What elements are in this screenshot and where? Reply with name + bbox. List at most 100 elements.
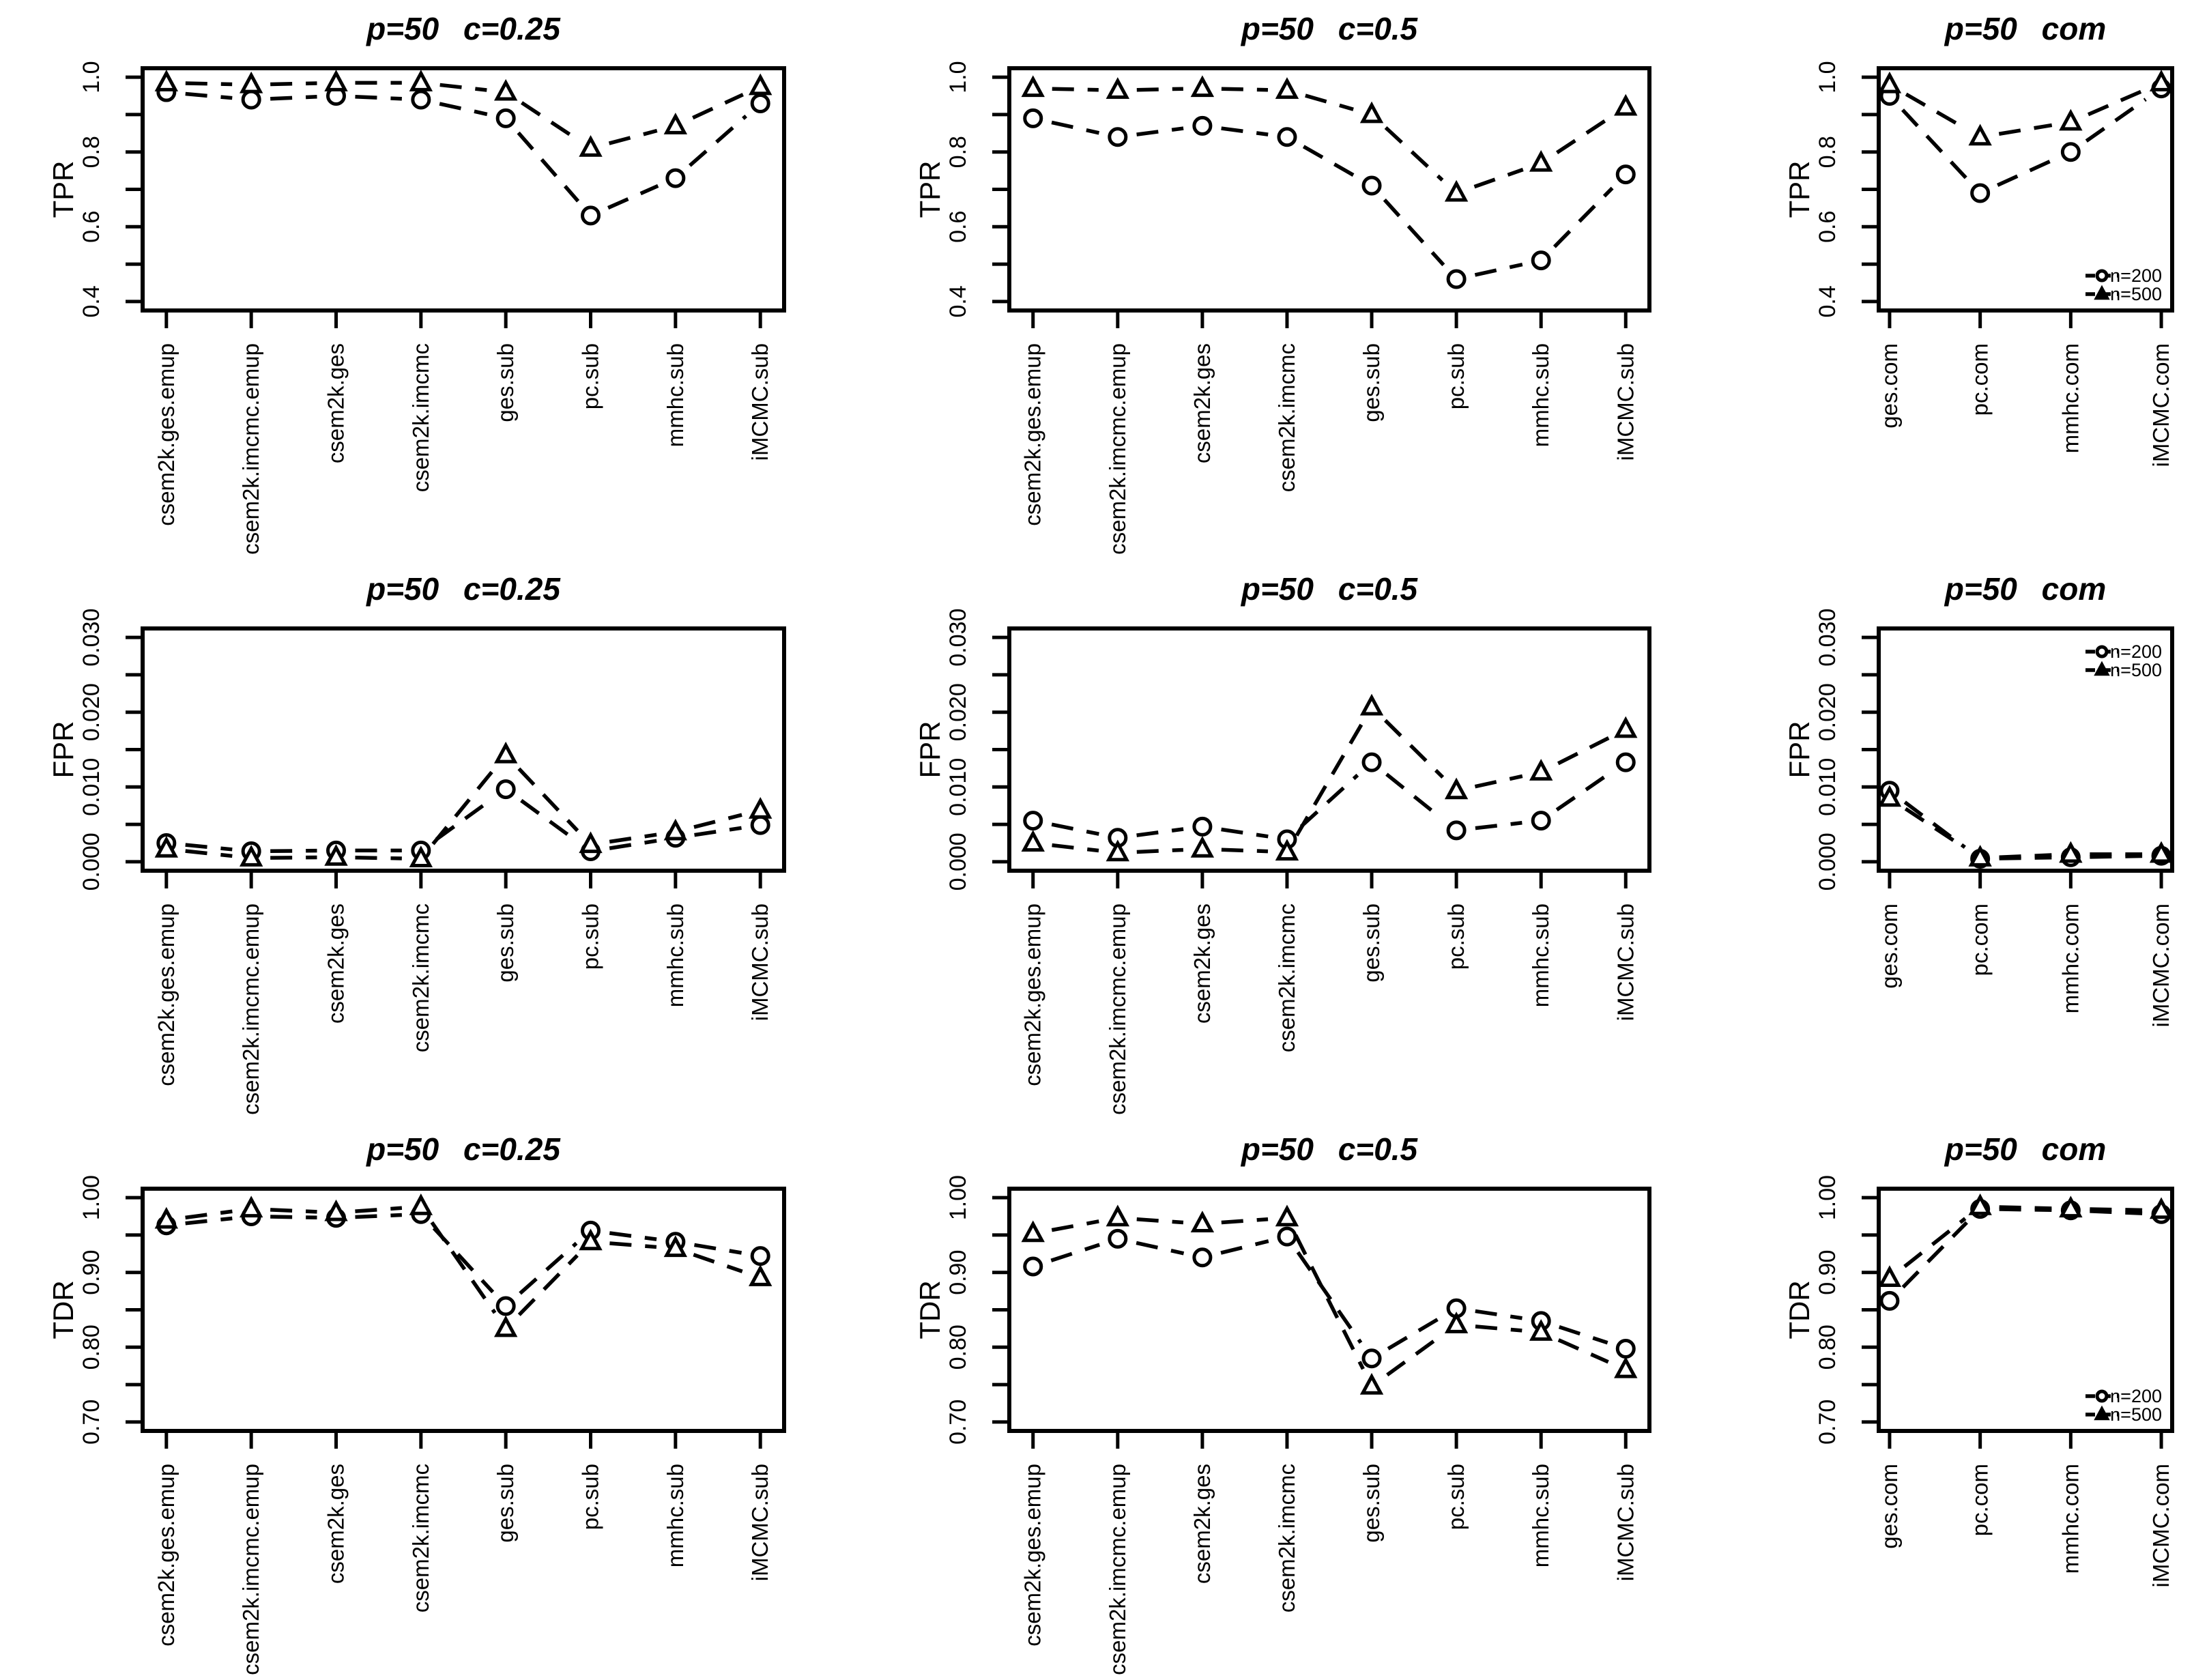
y-axis-label: TDR — [47, 1280, 79, 1339]
series-segment — [1136, 126, 1184, 136]
circle-marker — [495, 1296, 516, 1316]
series-segment — [355, 1213, 402, 1219]
triangle-marker — [1275, 839, 1299, 861]
triangle-marker — [2094, 1405, 2110, 1421]
series-segment — [1553, 186, 1614, 248]
series-segment — [1051, 1219, 1099, 1232]
y-tick-label: 0.000 — [78, 832, 104, 890]
panel-tpr-com: 0.4 0.6 0.8 1.0 TPR p=50 com ges.com pc.com mmhc… — [1783, 11, 2174, 467]
triangle-marker — [2149, 1197, 2174, 1219]
triangle-marker — [1444, 777, 1469, 800]
series-segment — [1221, 1217, 1269, 1225]
circle-marker — [1023, 1256, 1043, 1277]
y-tick-label: 0.4 — [78, 285, 104, 317]
series-segment — [270, 81, 317, 87]
series-segment — [1294, 1234, 1365, 1370]
y-tick-label: 0.4 — [945, 285, 971, 317]
series-segment — [270, 1208, 317, 1214]
y-tick-label: 0.4 — [1815, 285, 1841, 317]
series-segment — [1136, 87, 1183, 92]
series-n500 — [1877, 785, 2174, 867]
x-tick-label: pc.com — [1967, 903, 1993, 976]
series-segment — [1999, 853, 2052, 859]
series-n500 — [1021, 693, 1638, 862]
series-segment — [608, 128, 658, 145]
panel-tdr-c0.25: 0.70 0.80 0.90 1.00 TDR p=50 c=0.25 csem2k.ges… — [47, 1131, 786, 1675]
triangle-marker — [324, 1199, 348, 1221]
triangle-marker — [1275, 77, 1299, 99]
y-tick-label: 0.80 — [78, 1324, 104, 1370]
panel-tdr-c0.5: 0.70 0.80 0.90 1.00 TDR p=50 c=0.5 csem2k.ges.… — [914, 1131, 1651, 1675]
y-tick-label: 1.0 — [78, 61, 104, 93]
series-n200 — [1023, 108, 1636, 289]
circle-marker — [1615, 1338, 1636, 1359]
triangle-marker — [1614, 93, 1638, 116]
circle-marker — [1277, 1226, 1297, 1247]
panel-fpr-c0.25: 0.000 0.010 0.020 0.030 FPR p=50 c=0.25 csem2k… — [47, 571, 786, 1115]
series-segment — [1901, 108, 1969, 181]
triangle-marker — [493, 1315, 518, 1337]
series-segment — [1136, 1217, 1184, 1225]
series-n500 — [1877, 70, 2174, 146]
legend-label: n=200 — [2110, 1386, 2162, 1406]
x-tick-label: iMCMC.com — [2148, 903, 2174, 1027]
circle-marker — [241, 89, 261, 110]
x-tick-label: iMCMC.sub — [1613, 903, 1638, 1021]
series-segment — [1905, 92, 1965, 130]
y-tick-label: 0.020 — [78, 683, 104, 741]
x-tick-label: csem2k.imcmc — [408, 1464, 433, 1612]
series-segment — [185, 849, 233, 858]
triangle-marker — [2149, 70, 2174, 91]
x-tick-label: csem2k.imcmc — [1274, 1464, 1299, 1612]
series-segment — [1296, 1251, 1363, 1344]
series-segment — [185, 1216, 233, 1226]
panel-title: p=50 c=0.5 — [1240, 1131, 1419, 1167]
triangle-marker — [154, 1206, 179, 1229]
circle-marker — [750, 93, 770, 113]
series-segment — [185, 843, 233, 852]
triangle-marker — [1614, 716, 1638, 738]
x-tick-label: pc.sub — [578, 903, 603, 970]
y-tick-label: 0.030 — [78, 609, 104, 667]
circle-marker — [1192, 816, 1213, 837]
series-segment — [1384, 126, 1444, 182]
series-segment — [2085, 98, 2147, 143]
panel-tpr-c0.5: 0.4 0.6 0.8 1.0 TPR p=50 c=0.5 csem2k.ges.emup… — [914, 11, 1651, 555]
y-tick-label: 0.000 — [1815, 832, 1841, 890]
x-tick-label: csem2k.ges.emup — [154, 1464, 179, 1647]
triangle-marker — [1275, 1204, 1299, 1227]
panel-fpr-c0.5: 0.000 0.010 0.020 0.030 FPR p=50 c=0.5 csem2k.… — [914, 571, 1651, 1115]
series-segment — [1903, 800, 1966, 849]
series-n500 — [1021, 1204, 1638, 1395]
y-tick-label: 0.90 — [78, 1250, 104, 1295]
series-segment — [609, 1231, 657, 1241]
y-tick-label: 0.020 — [945, 683, 971, 741]
y-tick-label: 0.70 — [78, 1400, 104, 1445]
series-segment — [2087, 88, 2145, 117]
circle-marker — [1108, 1228, 1128, 1249]
series-segment — [270, 95, 317, 101]
y-tick-label: 0.6 — [1815, 211, 1841, 243]
circle-marker — [1970, 183, 1991, 203]
x-tick-label: csem2k.ges.emup — [1020, 903, 1045, 1086]
triangle-marker — [154, 835, 179, 858]
triangle-marker — [663, 1235, 688, 1258]
circle-marker — [411, 89, 431, 110]
series-segment — [1904, 807, 1965, 850]
series-segment — [1475, 1309, 1522, 1320]
triangle-marker — [1968, 845, 1992, 867]
series-segment — [1557, 736, 1610, 766]
series-segment — [521, 101, 576, 140]
x-tick-label: ges.com — [1877, 343, 1902, 429]
triangle-marker — [579, 134, 603, 157]
y-tick-label: 1.0 — [1815, 61, 1841, 93]
triangle-marker — [1021, 830, 1045, 852]
triangle-marker — [2094, 285, 2110, 300]
triangle-marker — [2059, 108, 2083, 131]
legend-label: n=500 — [2110, 660, 2162, 680]
triangle-marker — [409, 845, 433, 867]
y-axis-label: TDR — [1783, 1280, 1815, 1339]
x-tick-label: csem2k.imcmc — [408, 343, 433, 492]
x-tick-label: mmhc.com — [2058, 1464, 2083, 1574]
